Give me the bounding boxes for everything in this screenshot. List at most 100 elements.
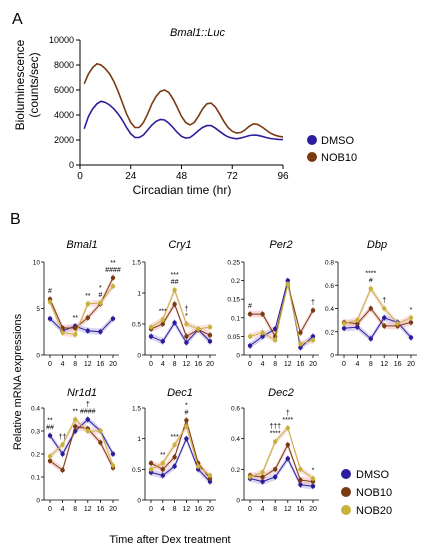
data-point-nob20 xyxy=(196,464,201,469)
subchart-y-tick-label: 1.5 xyxy=(132,406,141,413)
subchart-title: Nr1d1 xyxy=(67,387,97,399)
data-point-nob10 xyxy=(273,467,278,472)
data-point-nob20 xyxy=(148,324,154,330)
legend-marker-dmso-b xyxy=(341,469,351,479)
significance-annotation: †† xyxy=(59,434,67,441)
subchart-title: Dec1 xyxy=(167,387,193,399)
error-band-dmso xyxy=(151,435,210,485)
data-point-dmso xyxy=(47,433,53,438)
subchart-y-tick-label: 0 xyxy=(236,498,240,505)
error-band-nob10 xyxy=(250,441,313,485)
subchart-x-tick-label: 20 xyxy=(109,506,117,513)
subchart-y-tick-label: 1 xyxy=(137,436,141,443)
data-point-nob20 xyxy=(408,315,414,320)
subchart-x-tick-label: 20 xyxy=(309,506,317,513)
data-point-nob10 xyxy=(172,454,177,460)
data-point-dmso xyxy=(85,328,91,334)
error-band-dmso xyxy=(50,416,113,458)
data-point-nob20 xyxy=(160,461,165,466)
data-point-nob10 xyxy=(60,467,65,473)
subchart-x-tick-label: 12 xyxy=(84,361,92,368)
data-point-nob10 xyxy=(408,320,414,325)
data-point-nob20 xyxy=(382,306,387,311)
series-line-nob20 xyxy=(49,418,114,466)
subchart-x-tick-label: 8 xyxy=(73,361,77,368)
panel-a-ylabel-line2: (counts/sec) xyxy=(27,52,41,117)
data-point-dmso xyxy=(298,345,303,350)
subchart-y-tick-label: 0.6 xyxy=(325,283,334,290)
significance-annotation: * xyxy=(99,285,102,292)
data-point-nob20 xyxy=(273,337,278,343)
data-point-nob10 xyxy=(382,323,387,329)
series-line-dmso xyxy=(249,280,314,349)
data-point-nob20 xyxy=(184,424,189,429)
subchart-x-tick-label: 0 xyxy=(149,506,153,513)
subchart-y-tick-label: 0.2 xyxy=(231,278,240,285)
error-band-nob20 xyxy=(50,416,113,469)
data-point-nob20 xyxy=(148,467,154,472)
significance-annotation: *** xyxy=(171,272,179,279)
panel-a-x-tick-label: 72 xyxy=(227,171,239,182)
data-point-nob20 xyxy=(160,317,165,322)
data-point-dmso xyxy=(172,320,177,325)
subchart-y-tick-label: 0.8 xyxy=(325,260,334,267)
data-point-dmso xyxy=(160,339,165,344)
subchart-x-tick-label: 20 xyxy=(206,506,214,513)
significance-annotation: ** xyxy=(160,452,166,459)
data-point-nob20 xyxy=(395,321,400,326)
subchart-x-tick-label: 4 xyxy=(355,361,359,368)
data-point-dmso xyxy=(382,315,387,320)
subchart-y-tick-label: 1.5 xyxy=(132,260,141,267)
data-point-nob20 xyxy=(60,442,65,447)
panel-b-legend: DMSO NOB10 NOB20 xyxy=(341,469,392,517)
panel-a-y-tick-label: 0 xyxy=(69,160,74,170)
subchart-y-tick-label: 0 xyxy=(330,353,334,360)
significance-annotation: † xyxy=(382,298,386,305)
series-line-nob20 xyxy=(49,285,114,336)
data-point-dmso xyxy=(47,316,53,321)
data-point-dmso xyxy=(285,456,290,461)
data-point-nob10 xyxy=(310,308,316,313)
data-point-dmso xyxy=(285,278,290,283)
data-point-dmso xyxy=(260,479,265,484)
data-point-nob10 xyxy=(260,474,265,480)
subchart-y-tick-label: 0.5 xyxy=(132,322,141,329)
subchart-dbp: Dbp 0 0.2 0.4 0.6 0.8 0 4 8 12 16 20 #**** † * xyxy=(325,239,417,368)
series-line-nob20 xyxy=(150,425,211,476)
subchart-x-tick-label: 16 xyxy=(297,506,305,513)
significance-annotation: ††† xyxy=(269,424,281,431)
data-point-nob20 xyxy=(110,283,116,289)
legend-label-dmso: DMSO xyxy=(321,135,354,147)
panel-a-y-tick-label: 10000 xyxy=(49,35,74,45)
data-point-nob10 xyxy=(368,306,373,311)
panel-a-y-tick-label: 4000 xyxy=(54,110,74,120)
legend-marker-nob20-b xyxy=(341,505,351,515)
data-point-dmso xyxy=(110,316,116,321)
series-line-nob10 xyxy=(83,62,284,138)
data-point-dmso xyxy=(85,417,91,422)
significance-annotation: * xyxy=(185,402,188,409)
data-point-dmso xyxy=(207,479,213,484)
data-point-nob20 xyxy=(285,425,290,431)
data-point-dmso xyxy=(355,324,360,330)
data-point-dmso xyxy=(368,336,373,341)
subchart-y-tick-label: 0.5 xyxy=(132,467,141,474)
significance-annotation: ## xyxy=(46,425,54,432)
data-point-nob20 xyxy=(110,463,116,468)
data-point-dmso xyxy=(98,329,103,334)
data-point-nob10 xyxy=(172,301,177,307)
data-point-dmso xyxy=(110,451,116,457)
data-point-nob10 xyxy=(160,321,165,327)
panel-a-y-tick-label: 6000 xyxy=(54,85,74,95)
data-point-nob10 xyxy=(73,424,78,429)
significance-annotation: *** xyxy=(159,309,167,316)
panel-a-x-tick-label: 96 xyxy=(277,171,289,182)
data-point-nob20 xyxy=(355,317,360,323)
subchart-x-tick-label: 4 xyxy=(61,361,65,368)
subchart-x-tick-label: 0 xyxy=(48,361,52,368)
panel-a-y-tick-label: 8000 xyxy=(54,60,74,70)
subchart-y-tick-label: 0.4 xyxy=(31,406,40,413)
subchart-x-tick-label: 4 xyxy=(61,506,65,513)
